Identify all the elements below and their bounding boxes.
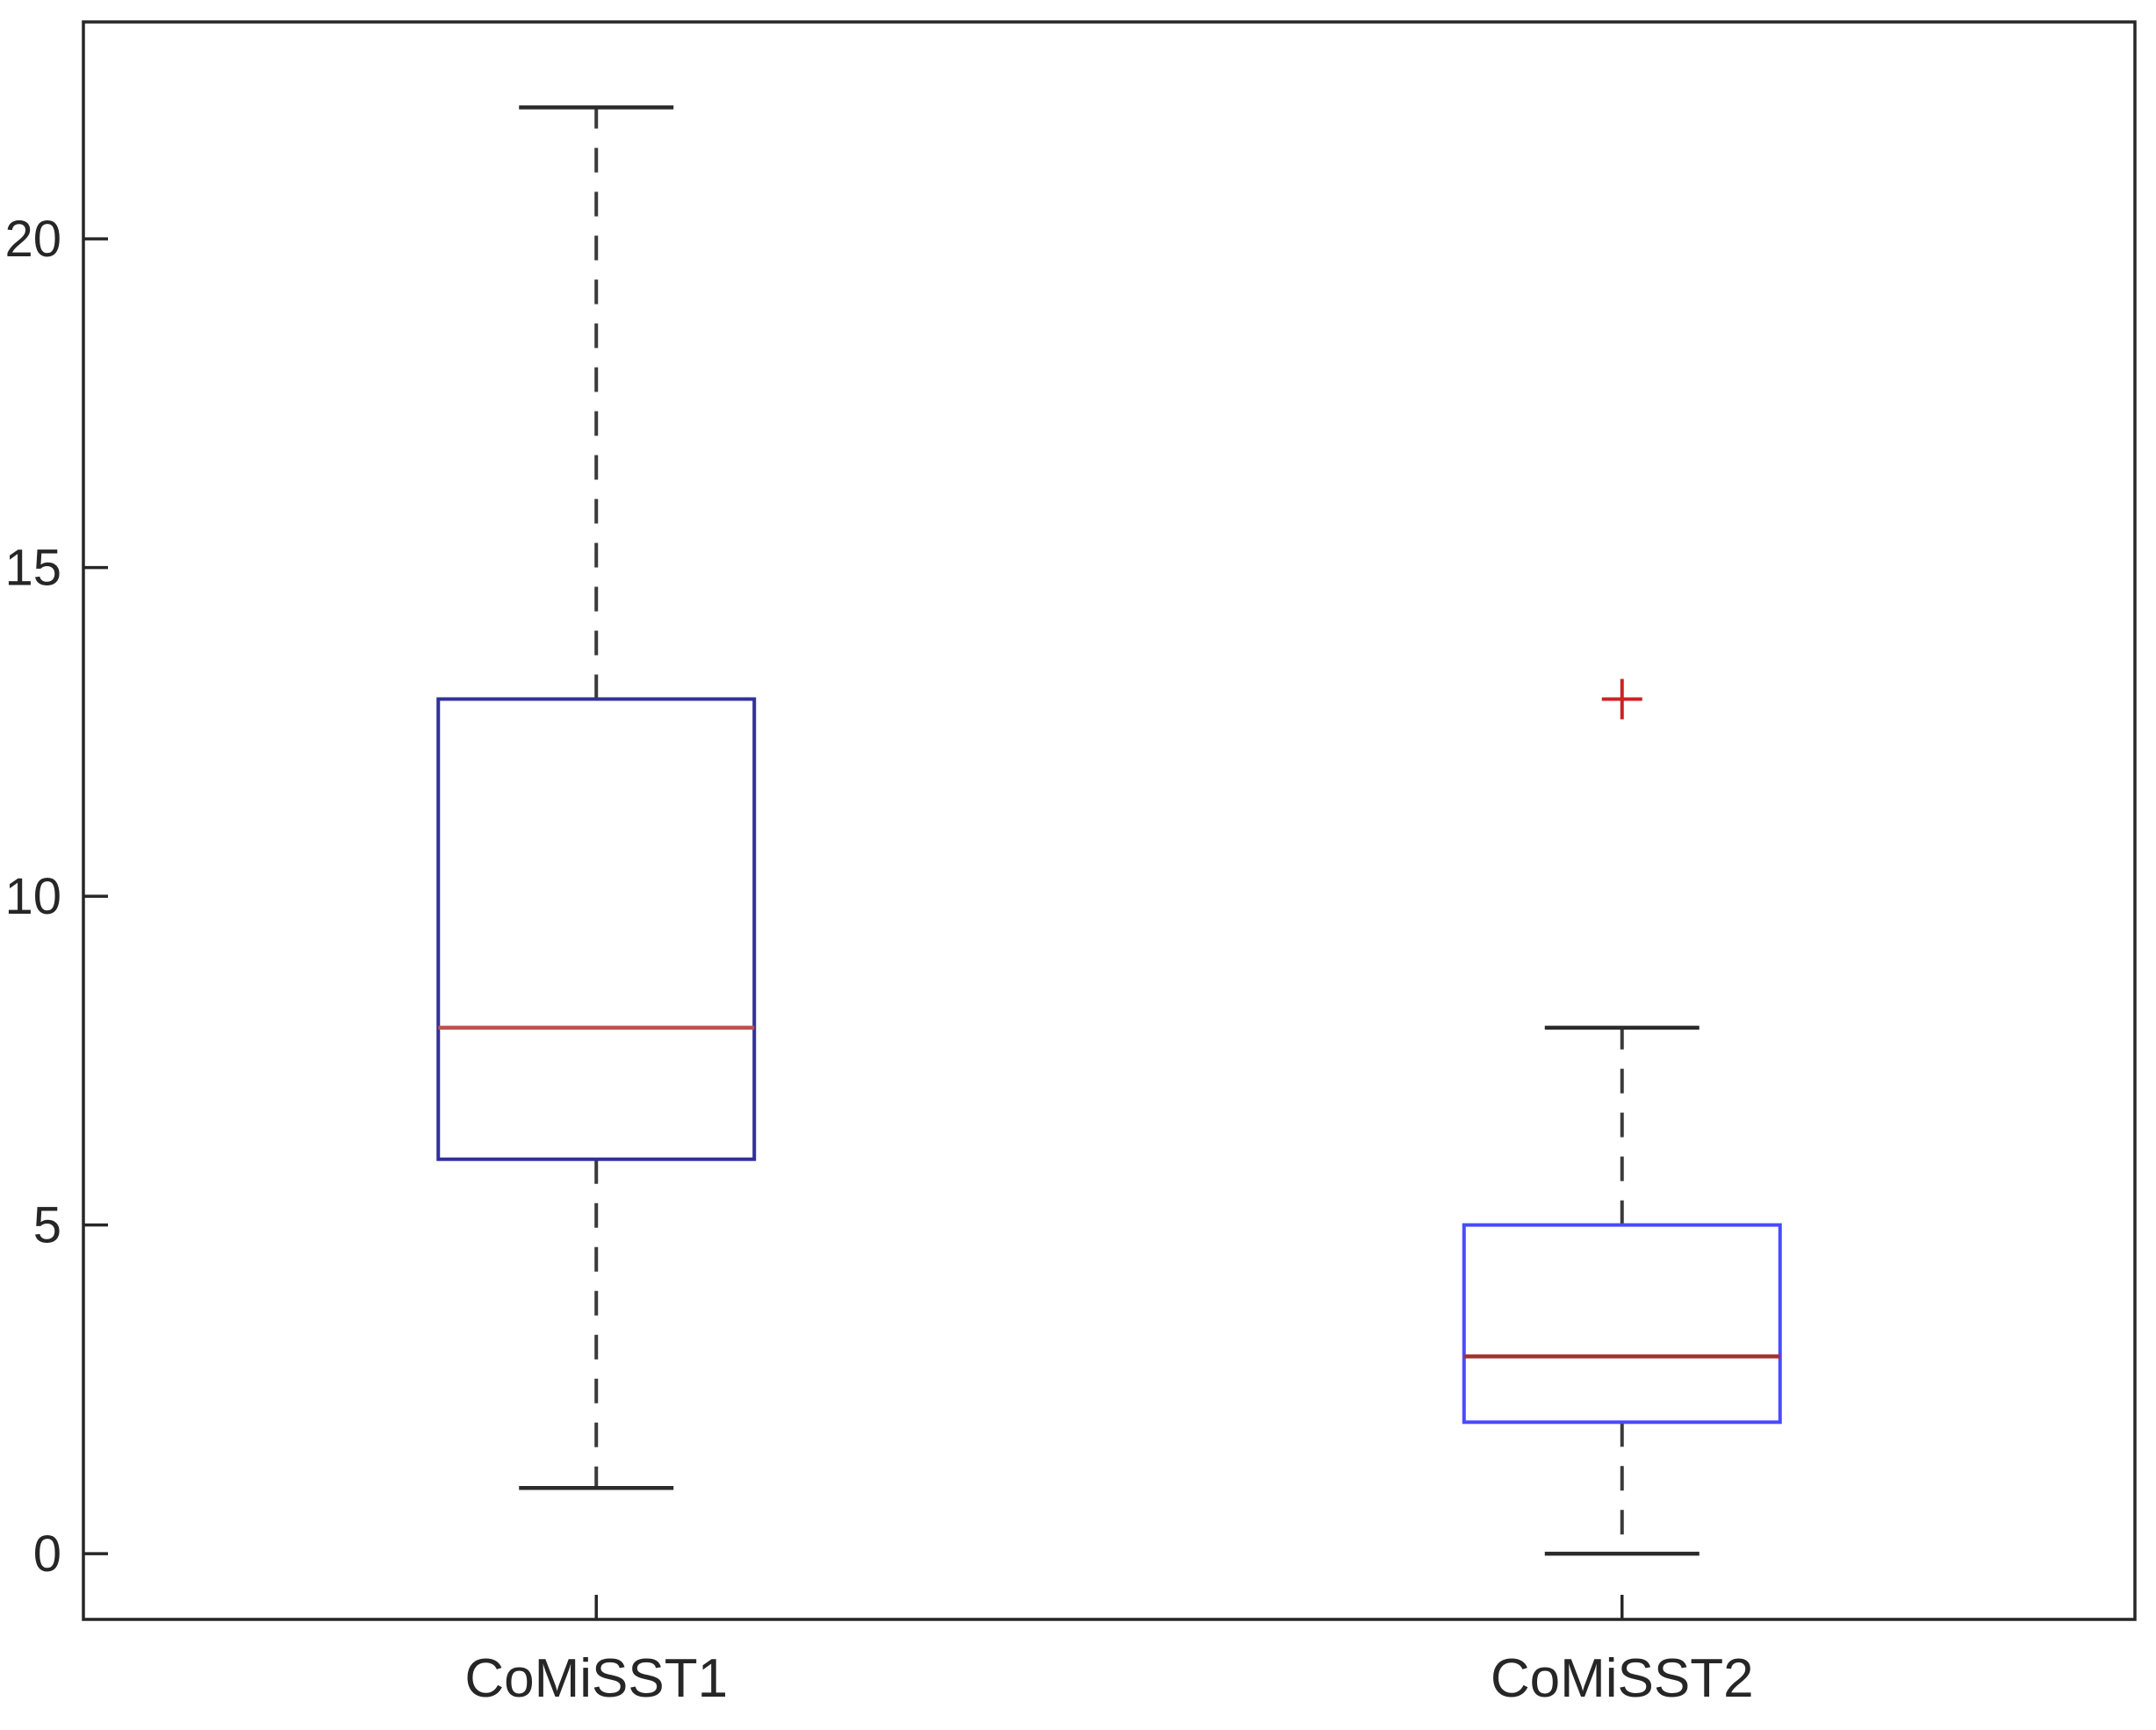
iqr-box <box>436 697 757 1161</box>
plot-frame <box>82 20 2137 1621</box>
y-tick-label: 15 <box>4 539 61 596</box>
x-tick-label: CoMiSST2 <box>1491 1648 1754 1709</box>
box-group-CoMiSST1 <box>436 105 757 1490</box>
outlier-marker <box>1601 678 1642 720</box>
y-tick-label: 10 <box>4 868 61 925</box>
box-group-CoMiSST2 <box>1462 678 1782 1556</box>
x-tick-label: CoMiSST1 <box>464 1648 728 1709</box>
y-tick-label: 5 <box>33 1196 61 1253</box>
y-tick-label: 0 <box>33 1525 61 1583</box>
y-tick-label: 20 <box>4 211 61 268</box>
iqr-box <box>1462 1223 1782 1425</box>
